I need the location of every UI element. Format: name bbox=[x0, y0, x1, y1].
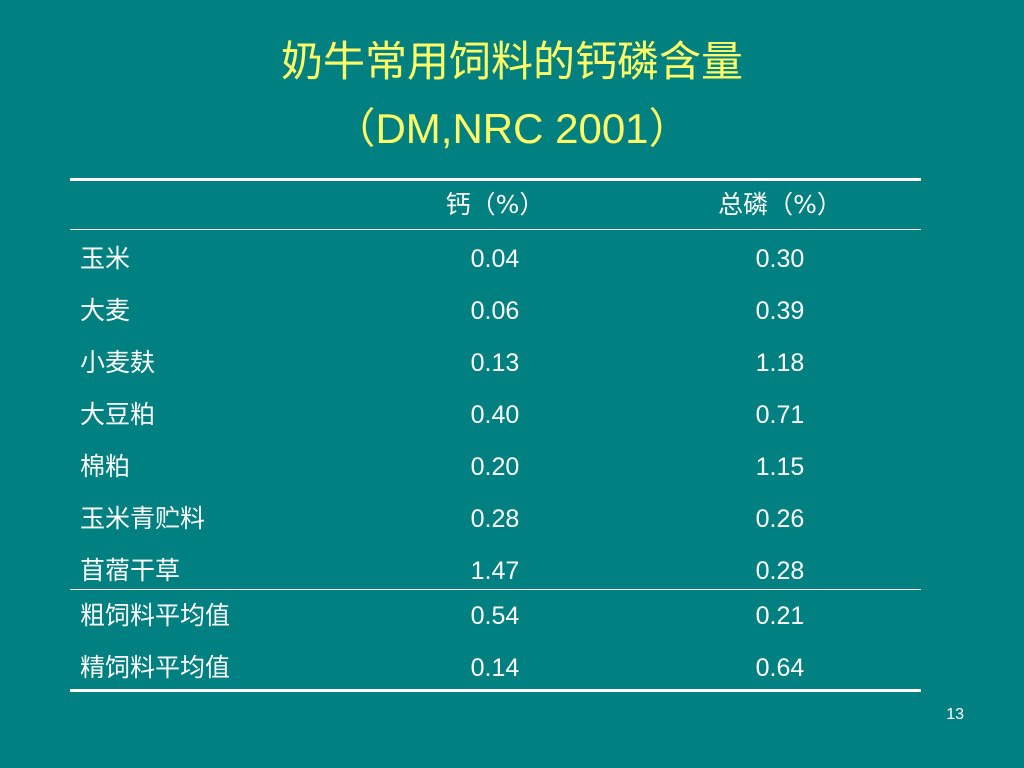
table-row: 苜蓿干草 1.47 0.28 bbox=[70, 545, 921, 597]
table-header-row: 钙（%） 总磷（%） bbox=[70, 181, 921, 229]
table-row: 大麦 0.06 0.39 bbox=[70, 285, 921, 337]
table-bottom-rule bbox=[70, 689, 921, 692]
header-calcium: 钙（%） bbox=[445, 190, 545, 219]
feed-name: 玉米青贮料 bbox=[80, 504, 206, 533]
header-total-phosphorus: 总磷（%） bbox=[718, 190, 842, 219]
phosphorus-value: 0.26 bbox=[755, 505, 805, 533]
calcium-value: 0.40 bbox=[470, 401, 520, 429]
phosphorus-value: 0.39 bbox=[755, 297, 805, 325]
feed-name: 大豆粕 bbox=[80, 400, 156, 429]
table-row: 玉米 0.04 0.30 bbox=[70, 233, 921, 285]
slide-title-line-2: （DM,NRC 2001） bbox=[333, 105, 691, 152]
phosphorus-value: 0.21 bbox=[755, 602, 805, 630]
calcium-value: 1.47 bbox=[470, 557, 520, 585]
section-rule bbox=[70, 589, 921, 590]
phosphorus-value: 1.15 bbox=[755, 453, 805, 481]
feed-name: 苜蓿干草 bbox=[80, 556, 181, 585]
feed-name: 大麦 bbox=[80, 296, 131, 325]
phosphorus-value: 0.28 bbox=[755, 557, 805, 585]
calcium-value: 0.20 bbox=[470, 453, 520, 481]
calcium-value: 0.06 bbox=[470, 297, 520, 325]
header-rule bbox=[70, 229, 921, 230]
table-row: 小麦麸 0.13 1.18 bbox=[70, 337, 921, 389]
calcium-value: 0.04 bbox=[470, 245, 520, 273]
feed-name: 玉米 bbox=[80, 244, 131, 273]
phosphorus-value: 0.71 bbox=[755, 401, 805, 429]
table-row: 棉粕 0.20 1.15 bbox=[70, 441, 921, 493]
page-number: 13 bbox=[946, 706, 964, 723]
table-row: 粗饲料平均值 0.54 0.21 bbox=[70, 590, 921, 642]
table-top-rule bbox=[70, 178, 921, 181]
slide-title-line-1: 奶牛常用饲料的钙磷含量 bbox=[280, 37, 743, 86]
calcium-value: 0.14 bbox=[470, 654, 520, 682]
calcium-value: 0.13 bbox=[470, 349, 520, 377]
feed-name: 棉粕 bbox=[80, 452, 131, 481]
feed-name: 粗饲料平均值 bbox=[80, 601, 231, 630]
feed-name: 小麦麸 bbox=[80, 348, 156, 377]
feed-name: 精饲料平均值 bbox=[80, 653, 231, 682]
calcium-value: 0.28 bbox=[470, 505, 520, 533]
phosphorus-value: 0.64 bbox=[755, 654, 805, 682]
phosphorus-value: 1.18 bbox=[755, 349, 805, 377]
table-row: 玉米青贮料 0.28 0.26 bbox=[70, 493, 921, 545]
table-row: 精饲料平均值 0.14 0.64 bbox=[70, 642, 921, 694]
table-row: 大豆粕 0.40 0.71 bbox=[70, 389, 921, 441]
phosphorus-value: 0.30 bbox=[755, 245, 805, 273]
calcium-value: 0.54 bbox=[470, 602, 520, 630]
